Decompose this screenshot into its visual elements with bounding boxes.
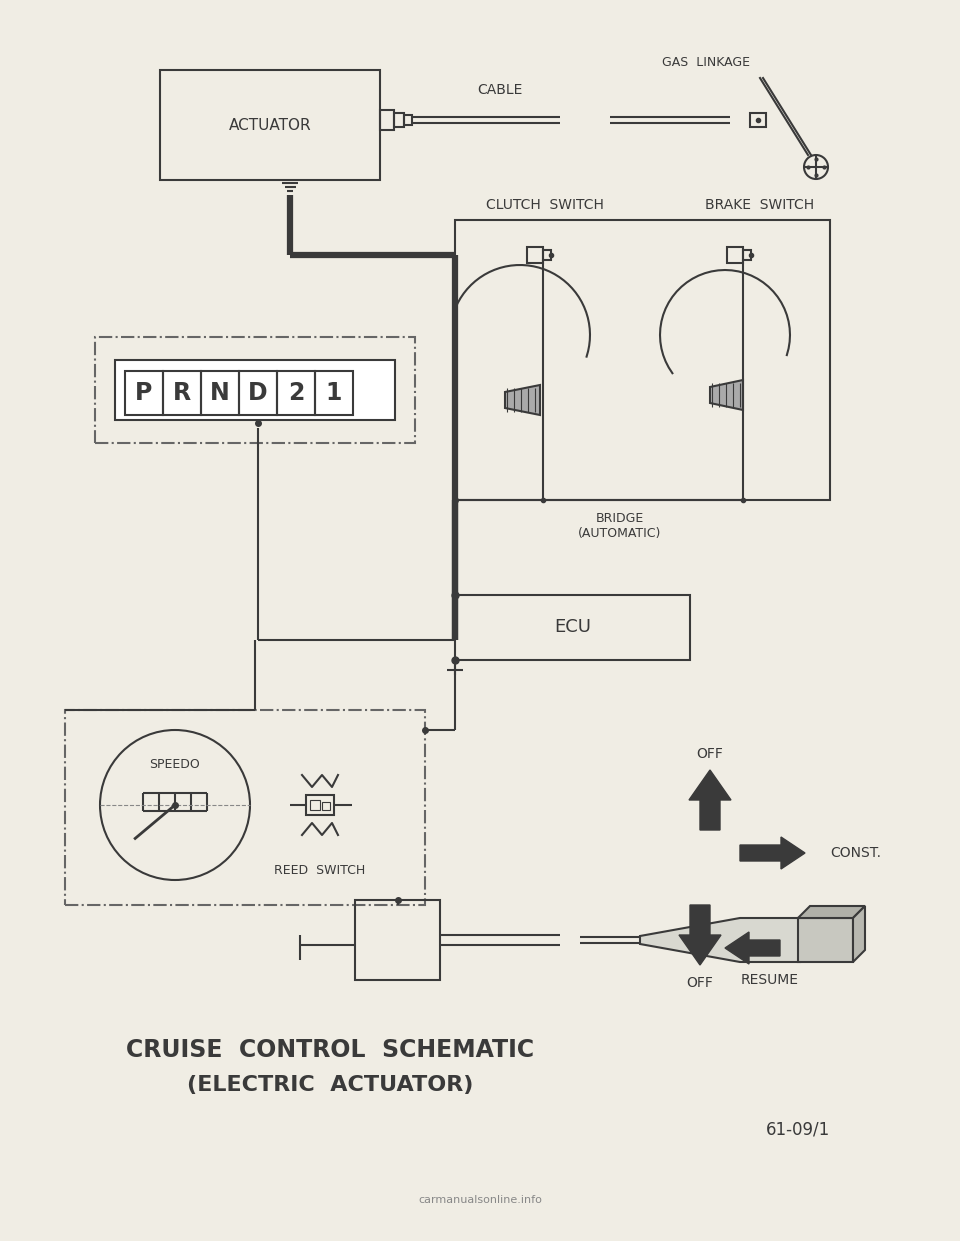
Text: BRIDGE: BRIDGE (596, 511, 644, 525)
Text: D: D (249, 381, 268, 405)
Text: CLUTCH  SWITCH: CLUTCH SWITCH (486, 199, 604, 212)
Text: CONST.: CONST. (830, 846, 881, 860)
Text: 61-09/1: 61-09/1 (766, 1121, 830, 1139)
Bar (306, 795, 334, 815)
Bar (322, 802, 330, 810)
Polygon shape (853, 906, 865, 962)
Text: REED  SWITCH: REED SWITCH (275, 864, 366, 876)
Text: CABLE: CABLE (477, 83, 522, 97)
Bar (160, 69, 380, 180)
Bar (239, 371, 277, 414)
Bar (394, 113, 404, 127)
Bar (201, 371, 239, 414)
Text: N: N (210, 381, 229, 405)
Text: carmanualsonline.info: carmanualsonline.info (418, 1195, 542, 1205)
Bar (95, 338, 415, 443)
Text: RESUME: RESUME (741, 973, 799, 987)
Bar (750, 113, 766, 127)
FancyArrow shape (740, 836, 805, 869)
Text: CRUISE  CONTROL  SCHEMATIC: CRUISE CONTROL SCHEMATIC (126, 1037, 534, 1062)
Text: (AUTOMATIC): (AUTOMATIC) (578, 527, 661, 541)
Text: 1: 1 (325, 381, 342, 405)
Polygon shape (640, 918, 800, 962)
FancyArrow shape (725, 932, 780, 964)
Bar (277, 371, 315, 414)
Text: (ELECTRIC  ACTUATOR): (ELECTRIC ACTUATOR) (187, 1075, 473, 1095)
Polygon shape (505, 385, 540, 414)
Text: GAS  LINKAGE: GAS LINKAGE (662, 57, 750, 69)
FancyArrow shape (679, 905, 721, 965)
Text: SPEEDO: SPEEDO (150, 758, 201, 772)
Text: OFF: OFF (686, 975, 713, 990)
Text: BRAKE  SWITCH: BRAKE SWITCH (706, 199, 815, 212)
Bar (380, 110, 394, 130)
FancyArrow shape (689, 769, 731, 830)
Bar (727, 247, 743, 263)
Bar (163, 371, 201, 414)
Bar (543, 249, 551, 261)
Bar (798, 918, 853, 962)
Text: P: P (135, 381, 153, 405)
Bar (455, 594, 690, 660)
Text: ECU: ECU (554, 618, 591, 637)
Text: R: R (173, 381, 191, 405)
Bar (455, 220, 830, 500)
Bar (310, 800, 320, 810)
Bar (315, 371, 353, 414)
Bar (743, 249, 751, 261)
Bar (527, 247, 543, 263)
Bar (355, 900, 440, 980)
Bar (65, 710, 425, 905)
Polygon shape (710, 380, 743, 410)
Bar (404, 115, 412, 125)
Text: 2: 2 (288, 381, 304, 405)
Text: ACTUATOR: ACTUATOR (228, 118, 311, 133)
Polygon shape (798, 906, 865, 918)
Text: OFF: OFF (697, 747, 724, 761)
Bar (115, 360, 395, 419)
Bar (125, 371, 163, 414)
